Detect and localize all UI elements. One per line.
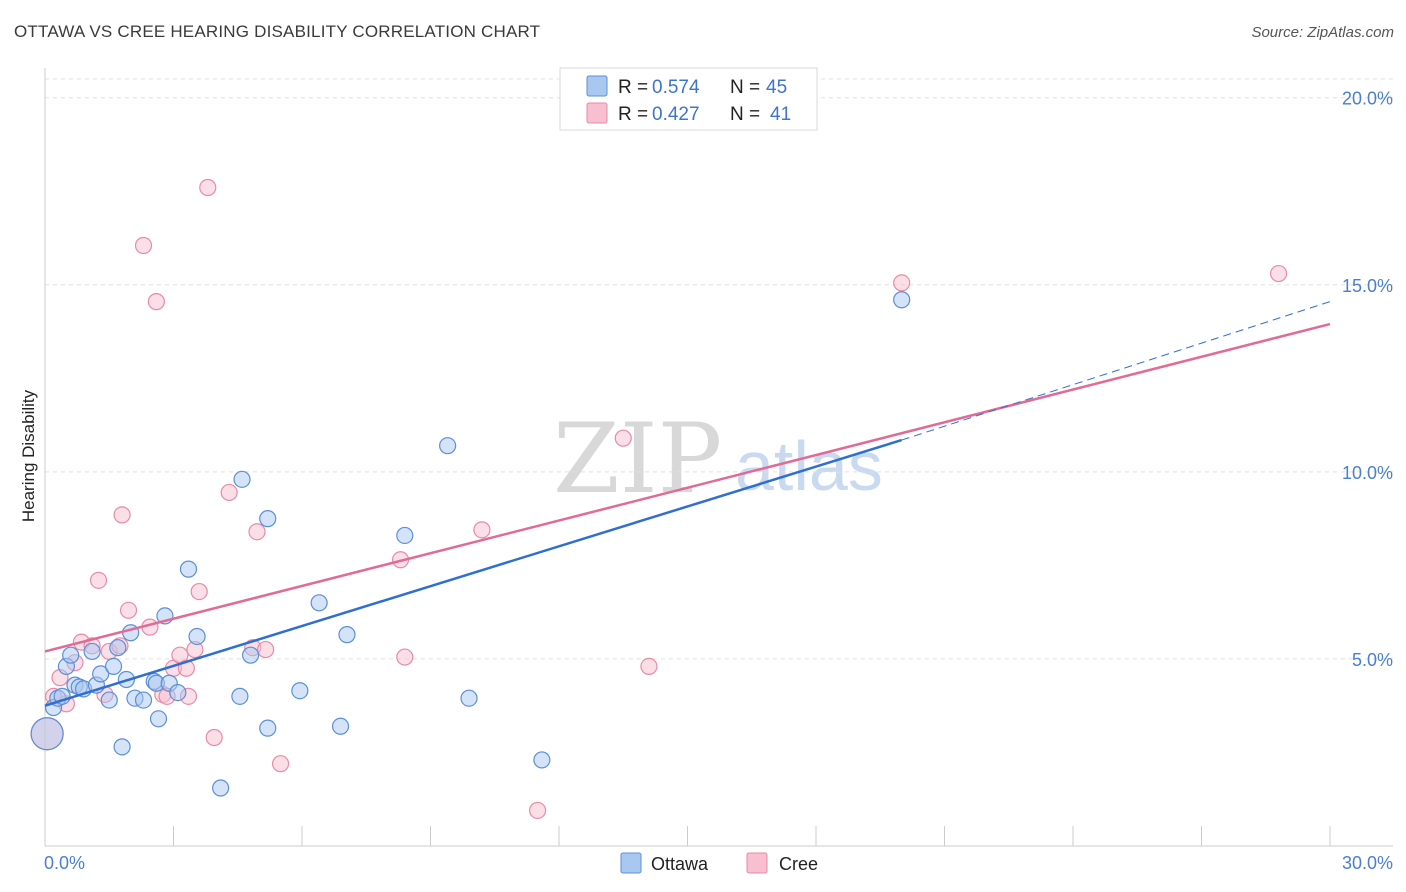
y-tick-label: 20.0% [1342,89,1393,109]
legend-n-label-ottawa: N = [730,77,760,98]
source-label: Source: ZipAtlas.com [1251,24,1394,41]
cree-point [89,571,108,589]
ottawa-point [439,437,457,455]
x-tick-label-min: 0.0% [44,853,85,873]
cree-point [190,582,208,601]
cree-point [199,178,217,197]
watermark-atlas: atlas [735,427,883,505]
ottawa-point [109,639,127,657]
legend-swatch-cree [586,102,608,124]
chart-title: OTTAWA VS CREE HEARING DISABILITY CORREL… [14,22,541,41]
y-tick-labels: 5.0% 10.0% 15.0% 20.0% [1342,89,1393,670]
ottawa-point [92,665,110,683]
ottawa-point [259,719,277,737]
ottawa-point [179,560,198,578]
ottawa-point [338,626,356,644]
ottawa-point [134,691,153,709]
cree-point [640,657,658,676]
cree-point [271,755,290,773]
legend-swatch-ottawa [586,75,608,97]
ottawa-trendline [44,438,903,707]
y-axis-title: Hearing Disability [19,389,38,522]
legend-n-value-ottawa: 45 [766,77,787,98]
cree-point [614,429,632,447]
ottawa-point [533,751,551,769]
cree-point [119,601,138,619]
ottawa-point [100,691,118,709]
ottawa-point [169,683,187,702]
ottawa-trendline-extension [901,301,1331,441]
cree-point [893,274,911,292]
cree-point [473,521,491,539]
ottawa-point [259,510,277,528]
ottawa-point [212,779,230,797]
cree-point [147,293,165,311]
y-tick-label: 5.0% [1352,650,1393,670]
legend-r-value-ottawa: 0.574 [652,77,700,98]
bottom-legend: Ottawa Cree [620,852,818,874]
ottawa-point [104,657,123,676]
cree-point [220,483,238,502]
ottawa-point [242,646,260,664]
x-axis-ticks [44,826,1331,846]
cree-point [528,801,547,820]
bottom-legend-swatch-cree [746,852,768,874]
cree-point [113,506,131,524]
legend-n-value-cree: 41 [770,104,791,125]
cree-point [205,728,223,747]
ottawa-point [396,526,414,545]
ottawa-point [893,291,911,309]
trendlines [44,301,1331,707]
watermark-zip: ZIP [553,403,722,515]
ottawa-point [188,627,206,646]
ottawa-point [149,710,168,728]
bottom-legend-swatch-ottawa [620,852,642,874]
ottawa-point [30,717,64,751]
legend: R = 0.574 N = 45 R = 0.427 N = 41 [559,67,818,131]
legend-r-label-cree: R = [618,104,648,125]
gridlines [45,78,1393,660]
cree-point [134,236,153,255]
ottawa-point [331,717,350,735]
x-tick-label-max: 30.0% [1342,853,1393,873]
cree-point [256,640,275,659]
ottawa-point [291,682,309,700]
cree-point [396,648,414,666]
bottom-legend-label-ottawa: Ottawa [651,854,709,874]
ottawa-point [233,470,251,488]
cree-point [1269,264,1288,283]
ottawa-point [113,738,131,756]
y-tick-label: 10.0% [1342,463,1393,483]
ottawa-point [83,642,101,661]
y-tick-label: 15.0% [1342,276,1393,296]
ottawa-point [460,689,478,707]
ottawa-point [62,646,80,664]
legend-r-value-cree: 0.427 [652,104,700,125]
cree-trendline [44,322,1331,653]
ottawa-point [310,594,328,612]
bottom-legend-label-cree: Cree [779,854,818,874]
watermark: ZIP atlas [553,403,883,515]
legend-n-label-cree: N = [730,104,760,125]
cree-point [248,523,266,541]
ottawa-point [231,687,249,705]
legend-r-label-ottawa: R = [618,77,648,98]
